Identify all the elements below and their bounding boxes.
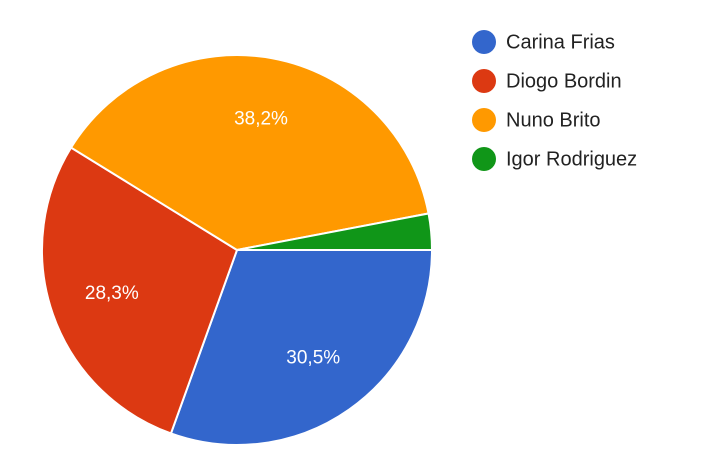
pie-slice bbox=[236, 212, 434, 251]
pie-slice bbox=[41, 146, 239, 435]
legend-label: Igor Rodriguez bbox=[506, 148, 637, 170]
value-label: 30,5% bbox=[286, 348, 340, 369]
legend-swatch bbox=[472, 69, 496, 93]
value-label: 38,2% bbox=[234, 109, 288, 130]
legend-swatch bbox=[472, 108, 496, 132]
value-label: 28,3% bbox=[85, 283, 139, 304]
pie-slice bbox=[169, 249, 434, 446]
legend-label: Carina Frias bbox=[506, 31, 615, 53]
legend-label: Nuno Brito bbox=[506, 109, 601, 131]
legend-swatch bbox=[472, 30, 496, 54]
pie-slice bbox=[69, 54, 430, 252]
legend-label: Diogo Bordin bbox=[506, 70, 622, 92]
legend-swatch bbox=[472, 147, 496, 171]
